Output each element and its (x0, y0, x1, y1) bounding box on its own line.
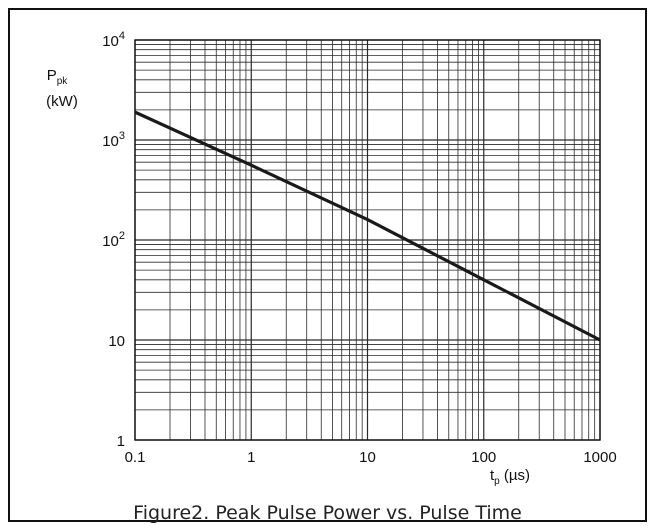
chart-frame: 0.1 1 10 100 1000 1 10 102 103 104 Ppk (kW) tp (µs) … (8, 8, 647, 524)
x-tick-label: 10 (359, 449, 376, 466)
y-tick-label: 104 (102, 30, 125, 50)
y-tick-label: 103 (102, 130, 125, 150)
x-axis-label: tp (µs) (490, 467, 530, 487)
plot-border (134, 39, 601, 441)
x-tick-label: 1 (247, 449, 255, 466)
figure-caption: Figure2. Peak Pulse Power vs. Pulse Time (133, 502, 522, 524)
y-axis-unit: (kW) (46, 93, 78, 110)
x-tick-label: 1000 (583, 449, 616, 466)
y-tick-label: 1 (117, 433, 125, 450)
y-axis-label: Ppk (47, 67, 69, 87)
series-line-0 (134, 110, 601, 342)
x-tick-label: 100 (471, 449, 496, 466)
x-tick-label: 0.1 (125, 449, 146, 466)
y-tick-label: 102 (102, 230, 125, 250)
y-tick-label: 10 (108, 333, 125, 350)
